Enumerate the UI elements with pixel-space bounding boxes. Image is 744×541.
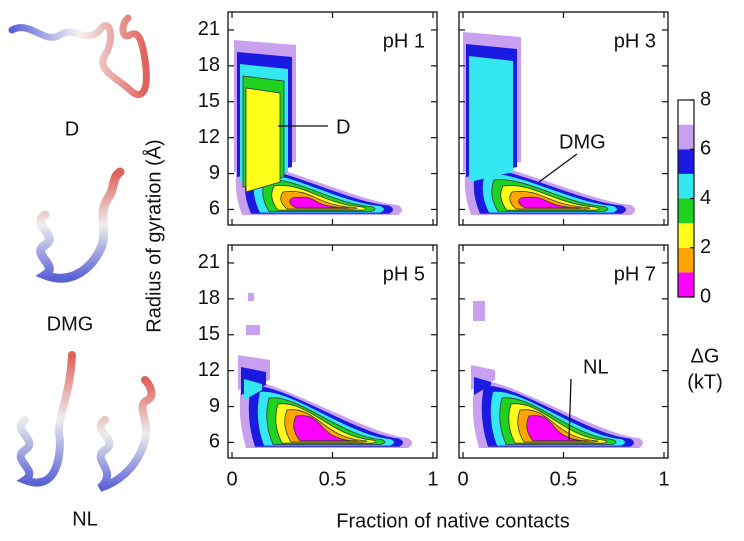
landscape — [471, 301, 643, 448]
annotation: DMG — [559, 131, 606, 153]
panel: pH 3 DMG — [458, 11, 669, 226]
panel-title: pH 5 — [383, 263, 425, 285]
colorbar-label: (kT) — [687, 371, 723, 393]
annotation-line — [538, 153, 578, 183]
x-tick-label: 0 — [226, 468, 237, 490]
annotation: NL — [583, 356, 609, 378]
colorbar-band — [678, 149, 694, 174]
colorbar-label: ΔG — [691, 345, 720, 367]
colorbar-band — [678, 272, 694, 297]
panel-title: pH 3 — [614, 30, 656, 52]
colorbar-band — [678, 173, 694, 199]
y-tick-label: 21 — [198, 18, 220, 40]
structure-label: NL — [72, 508, 98, 530]
panel-title: pH 1 — [383, 30, 425, 52]
y-axis-label: Radius of gyration (Å) — [142, 139, 165, 332]
colorbar-band — [678, 124, 694, 150]
x-tick-label: 1 — [658, 468, 669, 490]
level-region — [289, 196, 349, 209]
y-tick-label: 6 — [209, 198, 220, 220]
level-region — [518, 196, 582, 209]
cartoon-dmg — [35, 167, 125, 283]
colorbar-band — [678, 223, 694, 248]
blob — [246, 325, 260, 335]
annotation-line — [568, 378, 572, 441]
y-tick-label: 18 — [198, 54, 220, 76]
y-tick-label: 12 — [198, 126, 220, 148]
blob — [473, 301, 485, 321]
y-tick-label: 9 — [209, 395, 220, 417]
landscape — [234, 40, 402, 215]
landscape — [238, 293, 412, 448]
level-region — [245, 87, 281, 193]
level-region — [293, 415, 359, 442]
colorbar-band — [678, 247, 694, 273]
cartoon-nl-1 — [16, 351, 76, 487]
panel-title: pH 7 — [614, 263, 656, 285]
panel: 0 0.5 1 6 9 12 15 18 21 pH 5 — [198, 244, 439, 490]
y-tick-label: 9 — [209, 162, 220, 184]
landscape — [463, 32, 635, 215]
panel: 6 9 12 15 18 21 pH 1 D — [198, 11, 438, 226]
panel: 0 0.5 1 pH 7 NL — [457, 244, 670, 490]
level-region — [474, 377, 491, 395]
colorbar-tick-label: 6 — [700, 138, 711, 160]
x-tick-label: 1 — [427, 468, 438, 490]
colorbar-tick-label: 4 — [700, 187, 711, 209]
y-tick-label: 6 — [209, 431, 220, 453]
level-region — [469, 56, 513, 182]
y-tick-label: 15 — [198, 90, 220, 112]
y-tick-label: 12 — [198, 359, 220, 381]
x-tick-label: 0.5 — [319, 468, 347, 490]
x-tick-label: 0.5 — [550, 468, 578, 490]
colorbar-tick-label: 8 — [700, 88, 711, 110]
x-axis-label: Fraction of native contacts — [336, 510, 569, 532]
colorbar-band — [678, 198, 694, 224]
y-tick-label: 15 — [198, 323, 220, 345]
y-tick-label: 21 — [198, 251, 220, 273]
colorbar-tick-label: 0 — [700, 285, 711, 307]
level-region — [244, 379, 262, 400]
y-tick-label: 18 — [198, 287, 220, 309]
cartoon-nl-2 — [96, 376, 156, 492]
colorbar-tick-label: 2 — [700, 236, 711, 258]
x-tick-label: 0 — [457, 468, 468, 490]
cartoon-d — [8, 14, 150, 98]
annotation: D — [336, 116, 350, 138]
structure-label: DMG — [47, 313, 94, 335]
structure-cartoons — [8, 14, 156, 492]
colorbar-band — [678, 100, 694, 125]
level-region — [526, 415, 590, 442]
blob — [248, 293, 254, 301]
structure-label: D — [65, 118, 79, 140]
